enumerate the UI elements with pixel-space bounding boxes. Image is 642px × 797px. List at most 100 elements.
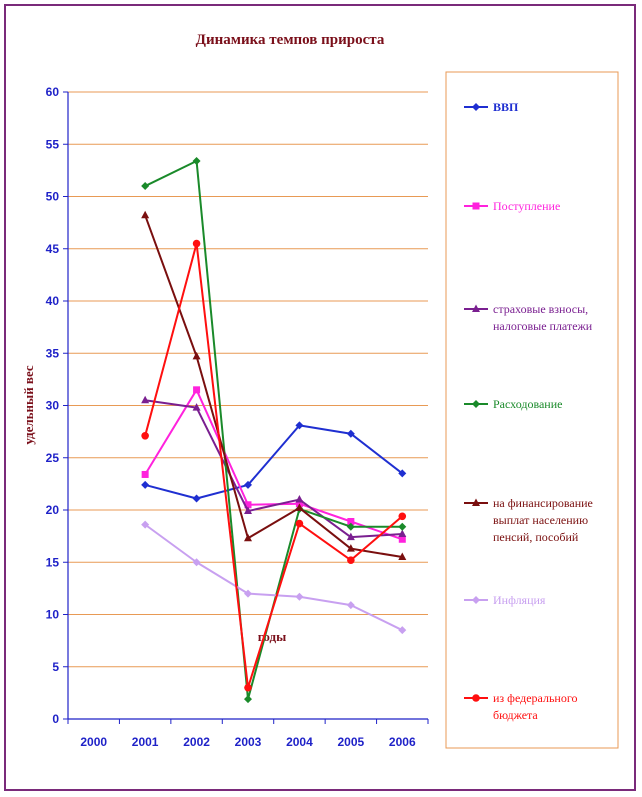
series-line — [144, 424, 403, 500]
legend-swatch-marker — [472, 596, 480, 604]
data-point — [398, 552, 407, 561]
data-point — [295, 519, 304, 528]
series-line — [145, 399, 403, 539]
data-point — [141, 182, 150, 191]
data-point — [192, 403, 201, 411]
y-tick-label: 10 — [46, 608, 60, 622]
y-tick-label: 60 — [46, 85, 60, 99]
legend-label: страховые взносы, налоговые платежи — [493, 302, 593, 333]
data-point — [244, 501, 252, 509]
data-point — [346, 601, 355, 610]
x-tick-label: 2006 — [389, 735, 416, 749]
x-tick-label: 2001 — [132, 735, 159, 749]
data-point — [295, 592, 304, 601]
data-point — [346, 522, 355, 531]
axes — [63, 91, 429, 724]
data-point — [295, 421, 304, 430]
data-point — [192, 558, 201, 567]
data-point — [192, 351, 201, 360]
legend-swatch-marker — [472, 103, 480, 111]
legend-box — [445, 71, 619, 749]
legend-swatch-marker — [472, 400, 480, 408]
series-2 — [141, 395, 407, 541]
legend-label: из федерального бюджета — [493, 691, 577, 722]
chart-frame — [4, 4, 636, 791]
data-point — [141, 470, 149, 478]
series-line — [144, 159, 403, 701]
legend-label: Инфляция — [493, 593, 546, 607]
legend-item-0: ВВП — [464, 100, 519, 114]
data-point — [398, 535, 406, 543]
data-point — [141, 395, 150, 404]
data-point — [141, 210, 150, 219]
legend-swatch-marker — [472, 304, 480, 312]
data-point — [244, 695, 252, 704]
data-point — [244, 533, 252, 542]
y-tick-label: 45 — [46, 242, 60, 256]
legend-item-4: на финансирование выплат населению пенсий,… — [464, 496, 593, 544]
y-axis-label: удельный вес — [21, 365, 36, 445]
data-point — [398, 522, 407, 531]
series-1 — [141, 386, 406, 543]
x-tick-label: 2003 — [235, 735, 262, 749]
legend-item-5: Инфляция — [464, 593, 546, 607]
x-tick-labels: 2000 2001 2002 2003 2004 2005 2006 — [80, 735, 416, 749]
data-point — [398, 626, 407, 635]
y-tick-label: 20 — [46, 503, 60, 517]
legend-swatch-marker — [472, 202, 480, 210]
data-point — [244, 683, 252, 692]
y-tick-label: 15 — [46, 555, 60, 569]
x-tick-label: 2004 — [286, 735, 313, 749]
series-0 — [141, 421, 407, 503]
legend-item-6: из федерального бюджета — [464, 691, 577, 722]
legend-label: Расходование — [493, 397, 562, 411]
series-line — [144, 242, 403, 689]
legend-swatch-marker — [472, 498, 480, 506]
data-point — [244, 506, 252, 515]
y-tick-label: 25 — [46, 451, 60, 465]
legend-label: Поступление — [493, 199, 560, 213]
x-tick-label: 2005 — [338, 735, 365, 749]
y-tick-label: 40 — [46, 294, 60, 308]
series-6 — [141, 239, 407, 692]
x-tick-label: 2002 — [183, 735, 210, 749]
data-point — [346, 544, 355, 552]
data-point — [192, 156, 201, 165]
series-line — [144, 214, 403, 559]
legend: ВВП Поступление страховые взносы, налоговые… — [464, 100, 593, 722]
series-line — [144, 388, 403, 541]
legend-item-2: страховые взносы, налоговые платежи — [464, 302, 593, 333]
x-tick-label: 2000 — [80, 735, 107, 749]
data-point — [295, 503, 304, 511]
series-line — [144, 523, 403, 632]
data-point — [192, 239, 201, 248]
data-point — [347, 517, 355, 525]
legend-item-1: Поступление — [464, 199, 560, 213]
data-point — [244, 589, 252, 598]
data-point — [347, 556, 355, 564]
data-point — [141, 520, 150, 529]
legend-swatch-marker — [472, 694, 480, 702]
series-group — [141, 156, 407, 704]
data-point — [398, 469, 407, 478]
y-tick-label: 5 — [52, 660, 59, 674]
legend-item-3: Расходование — [464, 397, 562, 411]
data-point — [193, 386, 201, 394]
y-tick-label: 0 — [52, 712, 59, 726]
data-point — [141, 480, 150, 489]
y-tick-label: 50 — [46, 190, 60, 204]
data-point — [346, 532, 355, 541]
legend-label: на финансирование выплат населению пенсий,… — [493, 496, 593, 544]
data-point — [244, 480, 252, 489]
data-point — [398, 512, 407, 521]
series-3 — [141, 156, 407, 704]
y-tick-labels: 0 5 10 15 20 25 30 35 40 45 50 55 60 — [46, 85, 60, 726]
data-point — [398, 529, 407, 538]
y-tick-label: 55 — [46, 137, 60, 151]
data-point — [192, 494, 201, 503]
gridlines — [68, 91, 428, 668]
legend-label: ВВП — [493, 100, 519, 114]
y-tick-label: 35 — [46, 346, 60, 360]
series-4 — [141, 210, 407, 561]
